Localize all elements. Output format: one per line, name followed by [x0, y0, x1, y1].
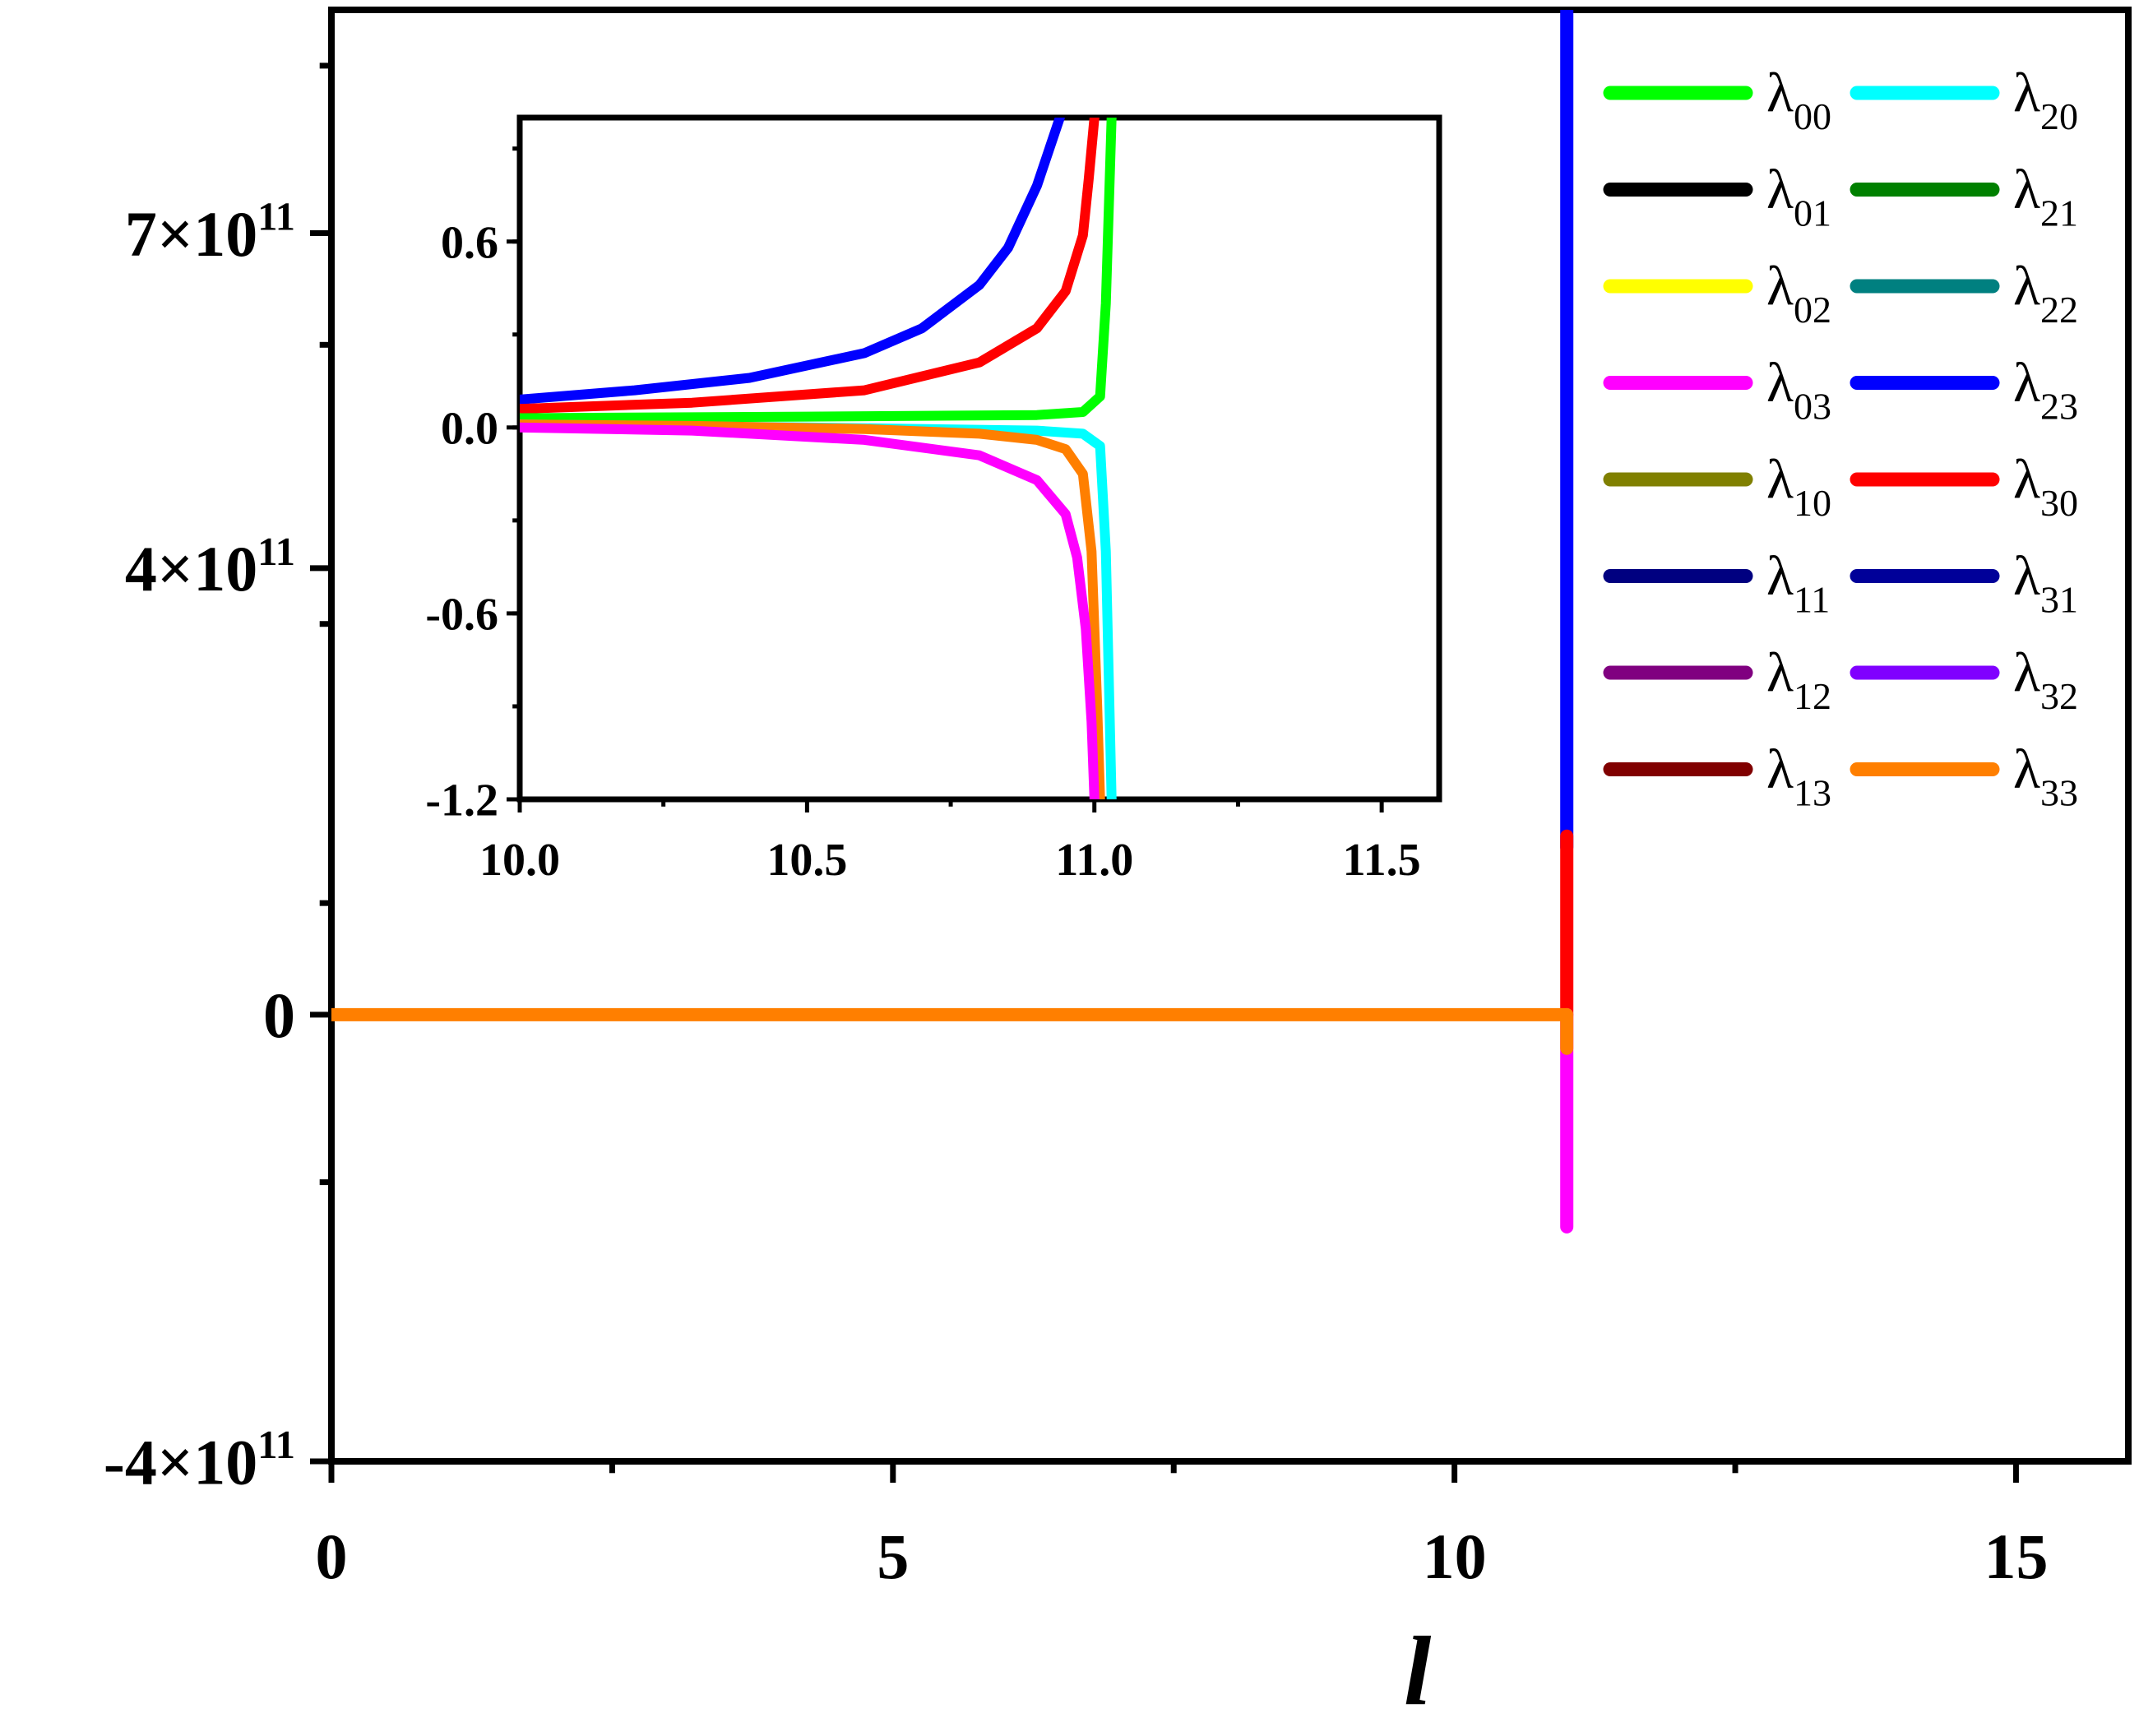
legend-label-03: λ03 — [1766, 351, 1831, 428]
main-x-tick-label: 15 — [1984, 1521, 2048, 1592]
legend-label-33: λ33 — [2013, 738, 2078, 814]
legend-label-base: λ — [2013, 738, 2040, 800]
legend-label-02: λ02 — [1766, 254, 1831, 331]
legend-label-11: λ11 — [1766, 544, 1830, 621]
inset-plot: 10.0 10.5 11.0 11.5 -1.2 -0.6 0.0 0.6 — [425, 114, 1442, 886]
inset-y-tick-label: 0.0 — [441, 403, 498, 454]
main-y-tick-label: -4×1011 — [104, 1424, 295, 1498]
inset-x-tick-label: 10.0 — [479, 835, 560, 886]
legend-label-base: λ — [1766, 158, 1794, 220]
legend-label-base: λ — [1766, 738, 1794, 800]
legend-label-base: λ — [2013, 641, 2040, 703]
main-frame — [328, 7, 2132, 1465]
inset-y-tick-label: -0.6 — [425, 590, 498, 641]
inset-series-line-λ20 — [520, 419, 1117, 799]
inset-x-tick-label: 10.5 — [766, 835, 847, 886]
legend-label-base: λ — [2013, 61, 2040, 123]
legend-label-sub: 20 — [2040, 95, 2078, 137]
main-y-tick-label: 7×1011 — [125, 196, 295, 270]
legend-label-sub: 21 — [2040, 192, 2078, 234]
legend-label-13: λ13 — [1766, 738, 1831, 814]
main-y-tick-exponent: 11 — [257, 530, 295, 574]
legend-label-sub: 13 — [1794, 772, 1831, 814]
main-x-tick-label: 0 — [316, 1521, 348, 1592]
legend-label-base: λ — [2013, 254, 2040, 317]
legend-label-sub: 23 — [2040, 386, 2078, 428]
legend-label-base: λ — [2013, 158, 2040, 220]
legend-label-20: λ20 — [2013, 61, 2078, 137]
legend-label-sub: 31 — [2040, 579, 2078, 621]
legend-label-sub: 00 — [1794, 95, 1831, 137]
main-x-tick-label: 10 — [1423, 1521, 1487, 1592]
legend-label-21: λ21 — [2013, 158, 2078, 234]
legend-label-sub: 10 — [1794, 482, 1831, 524]
main-series-group — [331, 10, 1574, 1234]
legend-label-22: λ22 — [2013, 254, 2078, 331]
main-x-tick-label: 5 — [877, 1521, 909, 1592]
legend-label-sub: 11 — [1794, 579, 1830, 621]
legend-label-31: λ31 — [2013, 544, 2078, 621]
legend-label-base: λ — [1766, 61, 1794, 123]
inset-frame — [516, 114, 1442, 803]
legend-label-sub: 02 — [1794, 289, 1831, 331]
legend-label-01: λ01 — [1766, 158, 1831, 234]
legend-label-sub: 01 — [1794, 192, 1831, 234]
inset-x-tick-label: 11.5 — [1343, 835, 1421, 886]
legend-label-12: λ12 — [1766, 641, 1831, 717]
inset-series-line-λ23 — [520, 118, 1065, 405]
main-y-tick-exponent: 11 — [257, 196, 295, 239]
main-y-tick-mantissa: -4×10 — [104, 1426, 257, 1498]
inset-x-tick-label: 11.0 — [1055, 835, 1133, 886]
main-x-axis-label: l — [1404, 1616, 1432, 1725]
inset-series-line-λ00 — [520, 118, 1117, 424]
legend-label-23: λ23 — [2013, 351, 2078, 428]
main-y-tick-label: 4×1011 — [125, 530, 295, 604]
legend-label-sub: 32 — [2040, 675, 2078, 717]
legend-label-30: λ30 — [2013, 447, 2078, 524]
legend-label-base: λ — [2013, 447, 2040, 510]
inset-y-tick-label: 0.6 — [441, 217, 498, 268]
main-y-tick-mantissa: 4×10 — [125, 533, 257, 604]
legend-label-sub: 03 — [1794, 386, 1831, 428]
legend-label-base: λ — [1766, 447, 1794, 510]
legend-label-10: λ10 — [1766, 447, 1831, 524]
inset-series-group — [520, 118, 1117, 799]
legend-label-base: λ — [1766, 544, 1794, 607]
legend-label-00: λ00 — [1766, 61, 1831, 137]
legend-label-base: λ — [1766, 351, 1794, 414]
main-y-tick-label: 0 — [263, 979, 295, 1051]
main-y-tick-mantissa: 0 — [263, 979, 295, 1051]
legend-label-base: λ — [2013, 544, 2040, 607]
legend: λ00λ01λ02λ03λ10λ11λ12λ13λ20λ21λ22λ23λ30λ… — [1603, 61, 2078, 814]
legend-label-sub: 12 — [1794, 675, 1831, 717]
main-y-tick-mantissa: 7×10 — [125, 198, 257, 270]
main-y-tick-exponent: 11 — [257, 1424, 295, 1467]
legend-label-sub: 22 — [2040, 289, 2078, 331]
legend-label-base: λ — [1766, 254, 1794, 317]
inset-series-line-λ30 — [520, 118, 1100, 414]
legend-label-base: λ — [1766, 641, 1794, 703]
main-series-line-λ33 — [331, 1007, 1574, 1055]
inset-y-tick-label: -1.2 — [425, 775, 498, 826]
inset-series-line-λ33 — [520, 419, 1105, 799]
inset-series-line-λ03 — [520, 422, 1100, 799]
legend-label-32: λ32 — [2013, 641, 2078, 717]
legend-label-sub: 33 — [2040, 772, 2078, 814]
legend-label-base: λ — [2013, 351, 2040, 414]
legend-label-sub: 30 — [2040, 482, 2078, 524]
